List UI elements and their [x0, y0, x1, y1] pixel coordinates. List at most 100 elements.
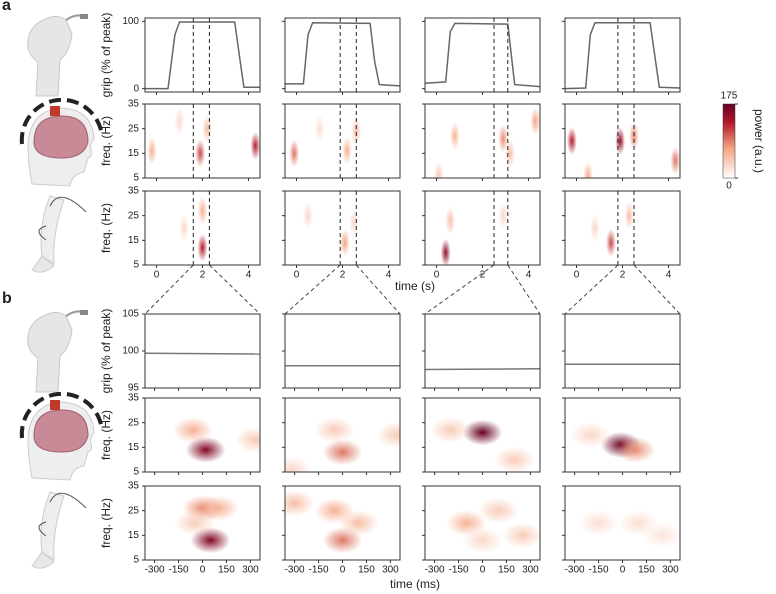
y-axis-label: grip (% of peak): [99, 309, 113, 394]
panel: [422, 103, 541, 181]
panel: [562, 103, 681, 181]
heat-blob: [462, 527, 503, 554]
x-tick-label: 4: [526, 270, 532, 281]
x-tick-label: 4: [666, 270, 672, 281]
colorbar-label: power (a.u.): [752, 109, 766, 173]
heat-blob: [202, 114, 213, 143]
arm-icon: [31, 195, 87, 273]
heat-blob: [146, 136, 157, 165]
heat-blob: [197, 233, 208, 262]
grip-trace: [425, 22, 540, 88]
heat-blob: [303, 201, 313, 230]
x-tick-label: 300: [522, 565, 539, 576]
head-icon: [19, 97, 105, 188]
x-tick-label: 150: [498, 565, 515, 576]
plot-area: [425, 314, 540, 388]
y-tick-label: 5: [133, 467, 139, 478]
y-tick-label: 35: [128, 481, 140, 492]
x-tick-label: -150: [449, 565, 469, 576]
heat-blob: [445, 206, 456, 235]
panel: 0 2 4: [562, 190, 681, 315]
y-tick-label: 5: [133, 260, 139, 271]
x-tick-label: -300: [145, 565, 165, 576]
grip-trace: [145, 21, 260, 90]
heat-blob: [322, 439, 363, 466]
panel-label: a: [2, 0, 11, 14]
heat-blob: [285, 456, 312, 472]
heat-blob: [583, 161, 593, 178]
head-icon: [19, 391, 105, 482]
panel: 0 2 4: [282, 190, 401, 315]
x-tick-label: 2: [200, 270, 206, 281]
heat-blob: [629, 122, 639, 151]
x-tick-label: 2: [620, 270, 626, 281]
x-tick-label: 0: [154, 270, 160, 281]
plot-area: [285, 314, 400, 388]
heat-blob: [185, 436, 226, 463]
heat-blob: [342, 136, 353, 165]
plot-area: [145, 314, 260, 388]
heat-blob: [314, 114, 325, 143]
y-tick-label: 100: [122, 16, 139, 27]
panel: 5 15 25 35 0 2 4 freq. (Hz): [99, 186, 261, 315]
panel: -300 -150 0 150 300: [562, 485, 681, 576]
panel: 0 2 4: [422, 190, 541, 315]
grip-trace: [425, 368, 540, 371]
panel: [562, 313, 681, 391]
y-axis-label: freq. (Hz): [99, 203, 113, 253]
zoom-line: [209, 264, 261, 315]
grip-trace: [285, 21, 400, 87]
y-tick-label: 0: [133, 83, 139, 94]
y-axis-label: freq. (Hz): [99, 410, 113, 460]
x-tick-label: 2: [340, 270, 346, 281]
y-axis-label: freq. (Hz): [99, 498, 113, 548]
x-tick-label: 2: [480, 270, 486, 281]
hand-icon: [26, 309, 89, 393]
x-tick-label: 0: [574, 270, 580, 281]
panel: [282, 397, 401, 475]
heat-blob: [314, 417, 355, 444]
y-tick-label: 15: [128, 442, 140, 453]
plot-area: [425, 104, 540, 178]
hand-icon: [26, 13, 89, 97]
y-tick-label: 15: [128, 235, 140, 246]
panel-label: b: [2, 290, 12, 307]
heat-blob: [250, 131, 260, 160]
x-tick-label: 300: [242, 565, 259, 576]
x-axis-label: time (ms): [390, 577, 440, 591]
heat-blob: [589, 214, 600, 242]
heat-blob: [530, 107, 540, 136]
panel: 0 100 grip (% of peak): [99, 13, 261, 98]
heat-blob: [289, 139, 300, 168]
heat-blob: [578, 510, 619, 536]
heat-blob: [338, 510, 379, 536]
heat-blob: [179, 214, 190, 242]
heat-blob: [498, 201, 509, 230]
x-tick-label: 0: [620, 565, 626, 576]
zoom-line: [424, 264, 495, 315]
y-axis-label: grip (% of peak): [99, 13, 113, 98]
zoom-line: [284, 264, 341, 315]
x-tick-label: 4: [386, 270, 392, 281]
heat-blob: [566, 127, 577, 155]
panel: [562, 17, 681, 95]
heat-blob: [502, 522, 540, 549]
heat-blob: [449, 122, 460, 151]
heat-blob: [172, 417, 213, 444]
y-tick-label: 25: [128, 505, 140, 516]
x-tick-label: -300: [285, 565, 305, 576]
panel: [282, 17, 401, 95]
heat-blob: [349, 209, 359, 238]
x-tick-label: 0: [294, 270, 300, 281]
colorbar-tick-label: 0: [726, 181, 732, 192]
y-tick-label: 35: [128, 186, 140, 197]
y-tick-label: 105: [122, 309, 139, 320]
zoom-line: [507, 264, 541, 315]
y-tick-label: 25: [128, 210, 140, 221]
heat-blob: [505, 139, 516, 168]
heat-blob: [462, 419, 503, 446]
heat-blob: [433, 161, 444, 178]
panel: 95 100 105 grip (% of peak): [99, 309, 261, 394]
y-tick-label: 25: [128, 123, 140, 134]
